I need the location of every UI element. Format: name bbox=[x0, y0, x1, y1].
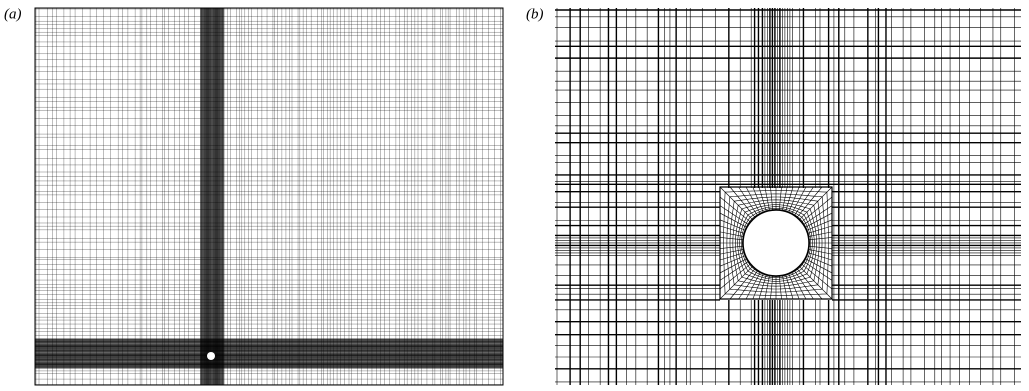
o-grid-line bbox=[719, 186, 753, 220]
o-grid-line bbox=[738, 186, 758, 216]
o-grid-ring bbox=[735, 202, 817, 284]
o-grid-ring bbox=[723, 190, 829, 296]
panel-label: (b) bbox=[526, 6, 544, 22]
panel-label: (a) bbox=[4, 6, 22, 22]
o-grid-line bbox=[794, 186, 814, 216]
o-grid-ring bbox=[740, 207, 812, 279]
mesh-a bbox=[34, 7, 504, 386]
o-grid-line bbox=[729, 186, 756, 218]
o-grid-ring bbox=[739, 206, 813, 280]
o-grid-ring bbox=[732, 199, 820, 287]
o-grid-line bbox=[719, 205, 749, 225]
o-grid-line bbox=[729, 268, 756, 300]
o-grid-ring bbox=[729, 196, 823, 290]
o-grid-ring bbox=[719, 186, 833, 300]
o-grid-line bbox=[801, 263, 833, 290]
o-grid-line bbox=[801, 196, 833, 223]
o-grid-line bbox=[719, 261, 749, 281]
o-grid-line bbox=[738, 270, 758, 300]
o-grid-line bbox=[803, 261, 833, 281]
o-grid-line bbox=[719, 266, 753, 300]
mesh-border bbox=[34, 7, 504, 386]
o-grid-line bbox=[799, 266, 833, 300]
mesh-b bbox=[555, 8, 1021, 385]
o-grid-line bbox=[796, 268, 823, 300]
o-grid-line bbox=[799, 186, 833, 220]
o-grid-ring bbox=[737, 204, 815, 282]
cylinder bbox=[742, 209, 810, 277]
o-grid-line bbox=[794, 270, 814, 300]
o-grid-line bbox=[796, 186, 823, 218]
o-grid-ring bbox=[726, 193, 826, 293]
o-grid-line bbox=[719, 263, 751, 290]
cylinder bbox=[207, 352, 215, 360]
o-grid-line bbox=[719, 196, 751, 223]
o-grid-line bbox=[803, 205, 833, 225]
